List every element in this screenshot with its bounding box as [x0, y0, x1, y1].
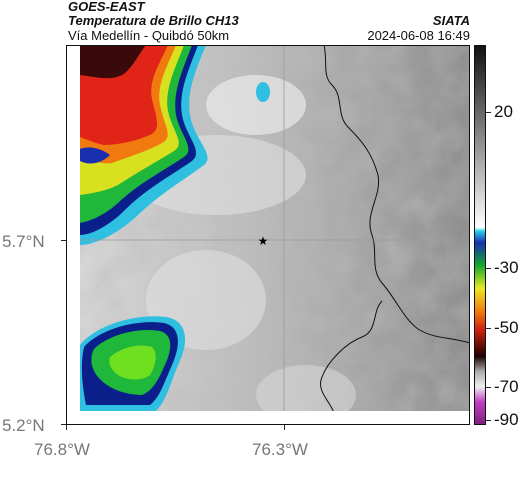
brightness-temperature-map: ★: [66, 45, 470, 425]
product-title: Temperatura de Brillo CH13: [68, 13, 239, 28]
map-frame: [66, 45, 470, 425]
satellite-title: GOES-EAST: [68, 0, 145, 14]
light-patch: [206, 75, 306, 135]
cold-spot: [256, 82, 270, 102]
colorbar-label: -90: [494, 410, 519, 429]
map-no-data-bottom: [66, 411, 470, 425]
lon-label: 76.8°W: [34, 440, 90, 459]
timestamp-label: 2024-06-08 16:49: [367, 28, 470, 43]
light-patch: [256, 365, 356, 425]
colorbar-tick: [486, 268, 491, 269]
colorbar-scale: [474, 45, 486, 425]
region-label: Vía Medellín - Quibdó 50km: [68, 28, 230, 43]
cold-cloud-top: [80, 45, 208, 245]
map-no-data-left: [66, 45, 80, 425]
star-icon: ★: [258, 234, 269, 248]
colorbar-label: 20: [494, 102, 513, 121]
lat-label: 5.7°N: [2, 232, 45, 251]
lat-tick: [61, 240, 66, 241]
cold-cloud-bottom: [80, 316, 186, 411]
colorbar-tick: [486, 328, 491, 329]
lon-label: 76.3°W: [252, 440, 308, 459]
colorbar-label: -50: [494, 318, 519, 337]
org-label: SIATA: [432, 13, 470, 28]
colorbar-tick: [486, 420, 491, 421]
colorbar-tick: [486, 112, 491, 113]
colorbar: [474, 45, 486, 425]
lat-label: 5.2°N: [2, 416, 45, 435]
colorbar-label: -30: [494, 258, 519, 277]
colorbar-label: -70: [494, 377, 519, 396]
lat-tick: [61, 424, 66, 425]
lon-tick: [66, 425, 67, 430]
colorbar-tick: [486, 387, 491, 388]
lon-tick: [284, 425, 285, 430]
